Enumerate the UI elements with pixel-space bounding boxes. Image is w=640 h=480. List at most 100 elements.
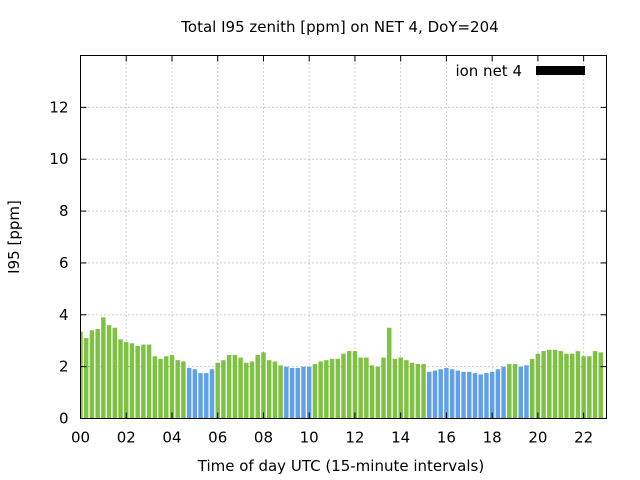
x-tick-label: 00	[71, 429, 90, 447]
bar	[541, 351, 546, 419]
bar	[324, 360, 329, 419]
bar	[221, 360, 226, 419]
bar	[444, 367, 449, 419]
bar	[244, 362, 249, 419]
bar	[278, 365, 283, 419]
bar	[112, 327, 118, 419]
y-tick-label: 10	[49, 150, 68, 168]
bar	[284, 366, 289, 419]
bar	[501, 366, 506, 419]
y-tick-label: 6	[59, 254, 69, 272]
bar	[392, 358, 398, 419]
x-tick-label: 12	[345, 429, 364, 447]
bar	[318, 361, 323, 419]
x-tick-label: 18	[483, 429, 502, 447]
bar	[598, 352, 604, 419]
legend-swatch	[536, 66, 585, 75]
bar	[175, 360, 180, 419]
bar	[80, 331, 83, 419]
x-axis-title: Time of day UTC (15-minute intervals)	[197, 457, 484, 475]
legend-label: ion net 4	[455, 62, 522, 80]
bar	[352, 351, 358, 419]
bar	[335, 358, 341, 419]
bar	[209, 369, 215, 419]
x-tick-label: 06	[208, 429, 227, 447]
bar	[409, 362, 415, 419]
y-axis-title: I95 [ppm]	[5, 200, 23, 274]
bar	[484, 373, 489, 419]
bar	[295, 367, 300, 419]
x-tick-label: 20	[528, 429, 547, 447]
bar	[461, 371, 466, 419]
bar	[186, 367, 192, 419]
bar	[341, 353, 346, 419]
bar	[181, 361, 186, 419]
bar	[369, 365, 375, 419]
bar	[535, 353, 541, 419]
bar	[312, 364, 318, 419]
bar	[421, 364, 426, 419]
bar	[238, 357, 243, 419]
bar	[564, 353, 569, 419]
x-tick-label: 16	[437, 429, 456, 447]
bar	[581, 356, 586, 419]
bar	[495, 369, 501, 419]
bar	[301, 366, 306, 419]
bar	[135, 345, 140, 419]
bar	[489, 371, 495, 419]
bar	[432, 370, 438, 419]
bar	[266, 360, 272, 419]
bar	[398, 357, 403, 419]
bar	[455, 370, 461, 419]
bar	[438, 369, 443, 419]
bar	[146, 344, 152, 419]
bar	[547, 349, 552, 419]
bar	[141, 344, 146, 419]
bar	[158, 358, 163, 419]
x-tick-label: 02	[117, 429, 136, 447]
bar	[306, 366, 312, 419]
bar	[467, 371, 472, 419]
bar	[427, 371, 432, 419]
y-tick-label: 4	[59, 306, 69, 324]
bar	[89, 330, 95, 419]
bars-layer	[80, 317, 604, 419]
bar	[404, 360, 409, 419]
bar	[255, 354, 260, 419]
bar	[215, 362, 220, 419]
bar	[507, 364, 512, 419]
bar	[524, 365, 529, 419]
x-tick-label: 10	[300, 429, 319, 447]
bar	[575, 351, 581, 419]
x-tick-label: 04	[162, 429, 181, 447]
bar	[204, 373, 209, 419]
bar	[118, 339, 123, 419]
bar	[289, 367, 295, 419]
bar	[198, 373, 203, 419]
bar	[358, 357, 363, 419]
bar	[387, 327, 392, 419]
grid-layer	[80, 55, 607, 419]
bar	[472, 373, 478, 419]
bar	[381, 357, 386, 419]
bar	[592, 351, 598, 419]
bar	[249, 361, 255, 419]
bar	[558, 351, 563, 419]
y-tick-label: 8	[59, 202, 69, 220]
y-tick-label: 12	[49, 98, 68, 116]
bar	[226, 354, 232, 419]
bar	[129, 343, 135, 419]
bar	[164, 356, 169, 419]
x-tick-label: 22	[574, 429, 593, 447]
plot-frame	[80, 55, 607, 419]
bar	[364, 357, 369, 419]
bar	[329, 358, 335, 419]
x-tick-label: 08	[254, 429, 273, 447]
bar	[192, 369, 198, 419]
bar	[101, 317, 106, 419]
bar	[261, 352, 266, 419]
bar	[95, 329, 100, 419]
bar	[152, 356, 158, 419]
y-tick-label: 0	[59, 410, 69, 428]
chart-title: Total I95 zenith [ppm] on NET 4, DoY=204	[180, 18, 498, 36]
